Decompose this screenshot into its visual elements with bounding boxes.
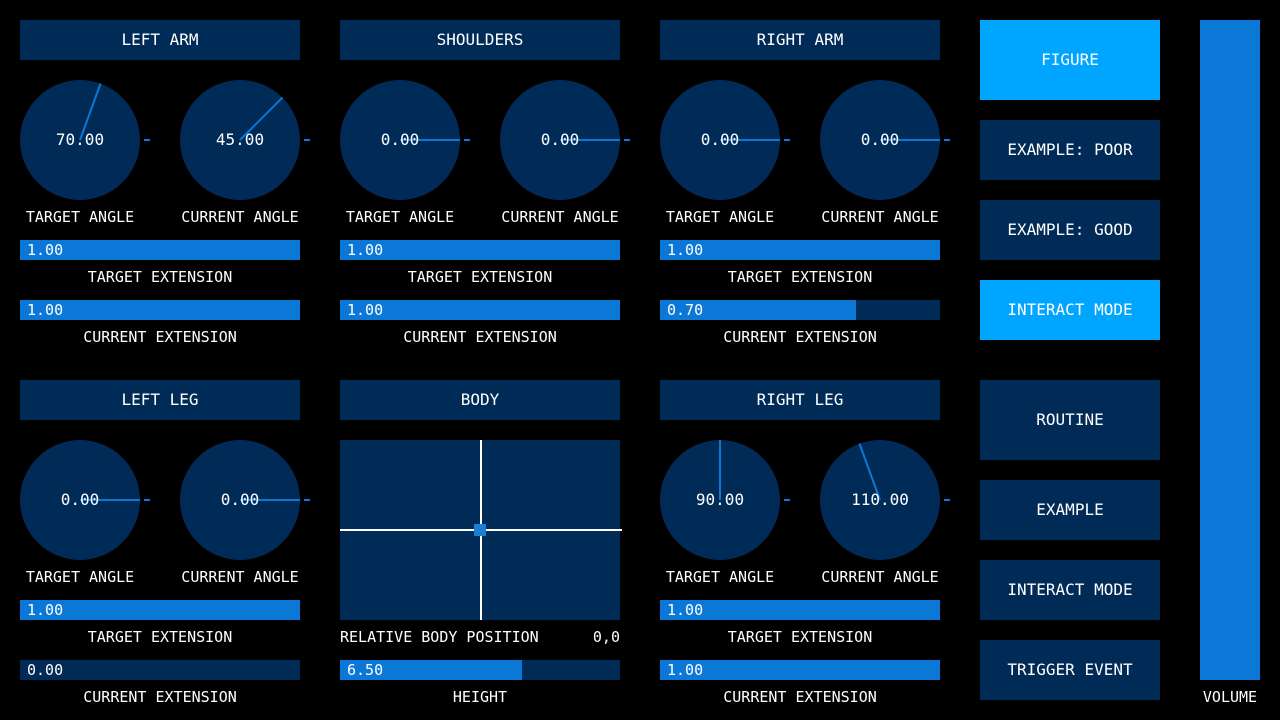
left-leg-current-angle-knob[interactable]: 0.00: [180, 440, 310, 560]
volume-label: VOLUME: [1202, 688, 1258, 706]
knob-label: TARGET ANGLE: [25, 208, 135, 226]
routine-button[interactable]: ROUTINE: [980, 380, 1160, 460]
slider-label: CURRENT EXTENSION: [83, 688, 237, 706]
slider-value: 1.00: [347, 241, 384, 259]
slider-fill: [20, 240, 300, 260]
right-arm-header: RIGHT ARM: [660, 20, 940, 60]
slider-fill: [20, 300, 300, 320]
body-position-label: RELATIVE BODY POSITION: [340, 628, 539, 646]
right-arm-current-angle-knob[interactable]: 0.00: [820, 80, 950, 200]
slider-fill: [660, 240, 940, 260]
left-arm-current-extension-slider[interactable]: 1.00: [20, 300, 300, 320]
slider-label: HEIGHT: [452, 688, 508, 706]
knob-needle: [79, 83, 102, 141]
volume-slider[interactable]: [1200, 20, 1260, 680]
slider-label: TARGET EXTENSION: [727, 268, 873, 286]
right-arm-target-angle-knob[interactable]: 0.00: [660, 80, 790, 200]
slider-value: 1.00: [667, 661, 704, 679]
shoulders-current-angle-knob[interactable]: 0.00: [500, 80, 630, 200]
slider-value: 6.50: [347, 661, 384, 679]
slider-label: CURRENT EXTENSION: [723, 688, 877, 706]
shoulders-current-extension-slider[interactable]: 1.00: [340, 300, 620, 320]
knob-needle: [239, 96, 284, 141]
body-header: BODY: [340, 380, 620, 420]
right-arm-current-extension-slider[interactable]: 0.70: [660, 300, 940, 320]
right-leg-target-angle-knob[interactable]: 90.00: [660, 440, 790, 560]
body-position-pad[interactable]: [340, 440, 622, 620]
right-leg-current-extension-slider[interactable]: 1.00: [660, 660, 940, 680]
slider-label: CURRENT EXTENSION: [723, 328, 877, 346]
slider-value: 1.00: [667, 601, 704, 619]
knob-label: CURRENT ANGLE: [181, 208, 299, 226]
slider-fill: [340, 660, 522, 680]
left-arm-header: LEFT ARM: [20, 20, 300, 60]
knob-value: 0.00: [60, 490, 100, 509]
slider-value: 1.00: [27, 301, 64, 319]
slider-value: 1.00: [27, 601, 64, 619]
left-leg-current-extension-slider[interactable]: 0.00: [20, 660, 300, 680]
slider-label: TARGET EXTENSION: [407, 268, 553, 286]
knob-label: TARGET ANGLE: [665, 208, 775, 226]
knob-value: 70.00: [55, 130, 105, 149]
knob-label: TARGET ANGLE: [665, 568, 775, 586]
left-leg-target-extension-slider[interactable]: 1.00: [20, 600, 300, 620]
knob-label: CURRENT ANGLE: [821, 568, 939, 586]
right-leg-header: RIGHT LEG: [660, 380, 940, 420]
body-position-value: 0,0: [592, 628, 620, 646]
position-handle[interactable]: [474, 524, 486, 536]
example-poor-button[interactable]: EXAMPLE: POOR: [980, 120, 1160, 180]
slider-value: 0.00: [27, 661, 64, 679]
slider-value: 1.00: [667, 241, 704, 259]
slider-fill: [340, 300, 620, 320]
slider-fill: [660, 660, 940, 680]
knob-value: 0.00: [220, 490, 260, 509]
slider-fill: [660, 600, 940, 620]
slider-label: CURRENT EXTENSION: [403, 328, 557, 346]
left-arm-target-angle-knob[interactable]: 70.00: [20, 80, 150, 200]
slider-value: 0.70: [667, 301, 704, 319]
slider-label: CURRENT EXTENSION: [83, 328, 237, 346]
slider-value: 1.00: [347, 301, 384, 319]
knob-label: TARGET ANGLE: [345, 208, 455, 226]
knob-value: 45.00: [215, 130, 265, 149]
slider-label: TARGET EXTENSION: [87, 268, 233, 286]
knob-value: 0.00: [540, 130, 580, 149]
right-arm-target-extension-slider[interactable]: 1.00: [660, 240, 940, 260]
knob-value: 0.00: [380, 130, 420, 149]
left-arm-target-extension-slider[interactable]: 1.00: [20, 240, 300, 260]
right-leg-target-extension-slider[interactable]: 1.00: [660, 600, 940, 620]
left-leg-header: LEFT LEG: [20, 380, 300, 420]
slider-fill: [340, 240, 620, 260]
left-leg-target-angle-knob[interactable]: 0.00: [20, 440, 150, 560]
knob-value: 110.00: [851, 490, 909, 509]
slider-value: 1.00: [27, 241, 64, 259]
body-height-slider[interactable]: 6.50: [340, 660, 620, 680]
example-button[interactable]: EXAMPLE: [980, 480, 1160, 540]
figure-button[interactable]: FIGURE: [980, 20, 1160, 100]
knob-label: CURRENT ANGLE: [501, 208, 619, 226]
interact-mode-toggle-top[interactable]: INTERACT MODE: [980, 280, 1160, 340]
knob-needle: [858, 443, 881, 501]
knob-value: 90.00: [695, 490, 745, 509]
knob-label: TARGET ANGLE: [25, 568, 135, 586]
example-good-button[interactable]: EXAMPLE: GOOD: [980, 200, 1160, 260]
slider-fill: [660, 300, 856, 320]
knob-label: CURRENT ANGLE: [821, 208, 939, 226]
right-leg-current-angle-knob[interactable]: 110.00: [820, 440, 950, 560]
knob-label: CURRENT ANGLE: [181, 568, 299, 586]
shoulders-header: SHOULDERS: [340, 20, 620, 60]
slider-label: TARGET EXTENSION: [727, 628, 873, 646]
shoulders-target-extension-slider[interactable]: 1.00: [340, 240, 620, 260]
trigger-event-button[interactable]: TRIGGER EVENT: [980, 640, 1160, 700]
shoulders-target-angle-knob[interactable]: 0.00: [340, 80, 470, 200]
knob-value: 0.00: [700, 130, 740, 149]
interact-mode-toggle-bottom[interactable]: INTERACT MODE: [980, 560, 1160, 620]
slider-fill: [20, 600, 300, 620]
slider-label: TARGET EXTENSION: [87, 628, 233, 646]
knob-value: 0.00: [860, 130, 900, 149]
left-arm-current-angle-knob[interactable]: 45.00: [180, 80, 310, 200]
